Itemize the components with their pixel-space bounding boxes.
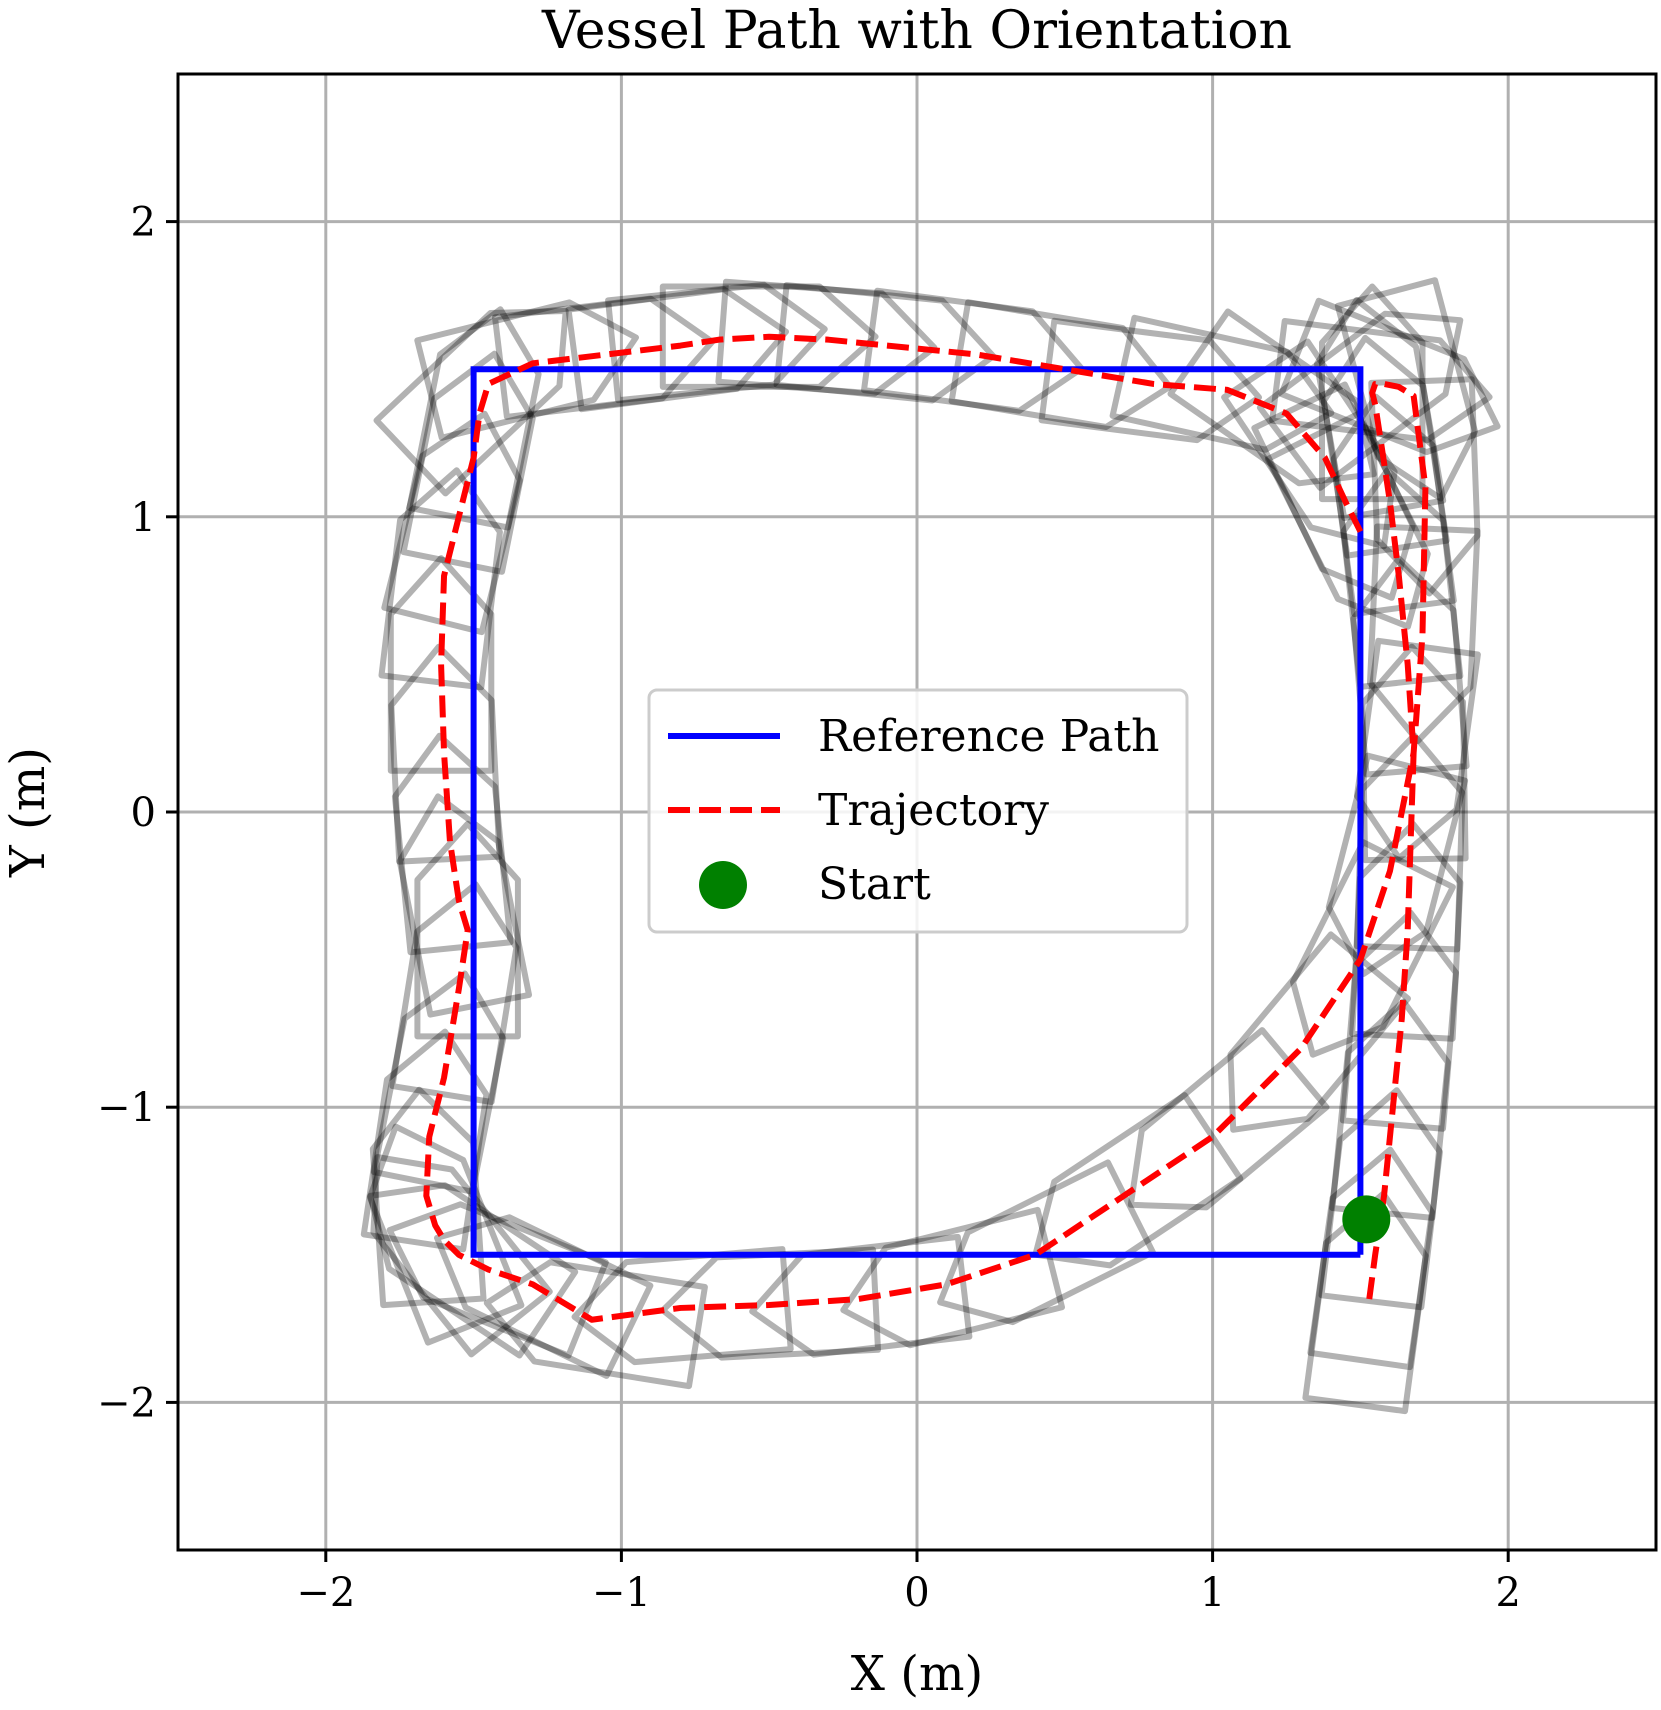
- vessel-outline: [386, 1201, 609, 1359]
- vessel-outline: [659, 283, 879, 390]
- y-tick-label: 0: [131, 790, 156, 836]
- vessel-outline: [396, 793, 532, 1018]
- x-axis-label: X (m): [851, 1646, 983, 1702]
- vessel-outline: [1307, 1146, 1435, 1371]
- vessel-outline: [1325, 752, 1469, 977]
- vessel-outline: [1278, 297, 1501, 456]
- grid: [178, 74, 1656, 1550]
- vessel-outline: [387, 555, 495, 774]
- vessel-outline: [1127, 1027, 1330, 1211]
- x-tick-label: 0: [904, 1570, 929, 1616]
- vessel-outline: [749, 1233, 973, 1358]
- vessel-outline: [571, 1246, 794, 1366]
- trajectory-line: [423, 333, 1429, 1323]
- legend-box: [647, 688, 1189, 934]
- x-tick-label: −2: [296, 1570, 355, 1616]
- vessel-outline: [370, 970, 507, 1195]
- series-layer: [423, 333, 1429, 1323]
- vessel-outline: [1368, 376, 1481, 597]
- vessel-outline: [373, 308, 569, 497]
- y-tick-label: 1: [131, 495, 156, 541]
- start-marker: [1342, 1195, 1391, 1244]
- vessel-outline: [483, 1259, 708, 1390]
- vessel-outline: [378, 467, 503, 691]
- chart-title: Vessel Path with Orientation: [541, 1, 1292, 61]
- vessel-outline: [715, 278, 938, 397]
- vessel-outline: [391, 732, 514, 956]
- vessel-outline: [1227, 931, 1411, 1133]
- vessel-outline: [937, 1159, 1156, 1326]
- vessel-outline: [861, 287, 1085, 414]
- vessel-outline: [659, 1246, 881, 1361]
- vessel-outline: [434, 1214, 654, 1379]
- vessel-outline: [414, 299, 639, 441]
- vessel-outline: [381, 410, 523, 636]
- x-tick-label: 2: [1495, 1570, 1520, 1616]
- vessel-outline: [366, 1123, 525, 1346]
- vessel-outline: [1032, 1092, 1244, 1269]
- vessel-outline: [1359, 643, 1469, 864]
- vessel-outline: [369, 1086, 487, 1309]
- vessel-outline: [1256, 310, 1464, 491]
- vessel-outline: [1319, 283, 1426, 503]
- x-tick-label: 1: [1200, 1570, 1225, 1616]
- vessel-outline: [1302, 1190, 1429, 1415]
- vessel-outline: [389, 881, 520, 1105]
- legend: Reference Path Trajectory Start: [647, 688, 1189, 934]
- vessel-outline: [1340, 467, 1464, 690]
- vessel-outline: [360, 1028, 490, 1253]
- x-tick-label: −1: [592, 1570, 651, 1616]
- legend-trajectory-label: Trajectory: [818, 785, 1049, 836]
- vessel-outline: [840, 1206, 1065, 1349]
- vessel-outline: [367, 1182, 579, 1359]
- vessel-outline: [414, 820, 521, 1040]
- vessel-outline: [1334, 277, 1478, 502]
- reference-path-line: [470, 366, 1364, 1258]
- vessel-outline: [1251, 381, 1416, 601]
- legend-start-label: Start: [818, 859, 931, 910]
- legend-reference-label: Reference Path: [818, 711, 1159, 762]
- axis-ticks: −2 −1 0 1 2 −2 −1 0 1 2: [97, 200, 1521, 1616]
- vessel-outline: [370, 1154, 553, 1358]
- vessel-outlines: [360, 277, 1501, 1415]
- vessel-outline: [388, 643, 503, 865]
- y-tick-label: −2: [97, 1380, 156, 1426]
- vessel-outline: [400, 350, 536, 575]
- y-tick-label: 2: [131, 200, 156, 246]
- y-tick-label: −1: [97, 1085, 156, 1131]
- vessel-outline: [1318, 1087, 1443, 1311]
- vessel-outline: [1354, 637, 1481, 862]
- vessel-outline: [565, 286, 789, 413]
- legend-start-marker: [699, 861, 747, 909]
- y-axis-label: Y (m): [0, 747, 56, 878]
- vessel-outline: [605, 281, 828, 404]
